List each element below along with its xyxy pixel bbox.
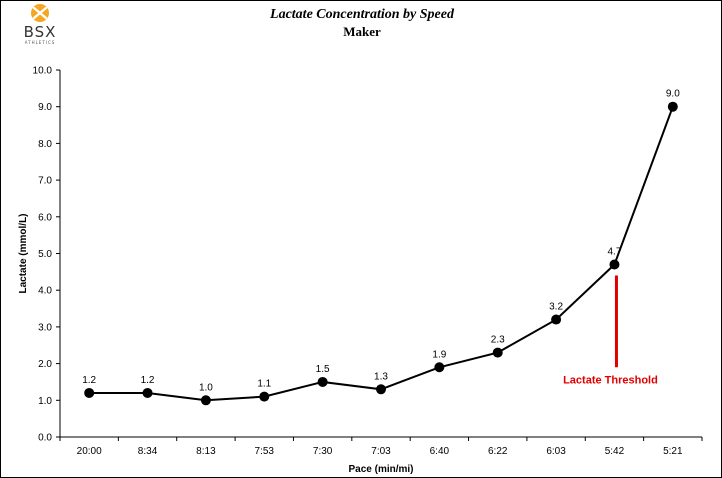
- data-point: [667, 101, 678, 112]
- y-tick-label: 8.0: [38, 139, 52, 150]
- data-point: [434, 362, 445, 373]
- bsx-logo: BSX ATHLETICS: [15, 3, 65, 47]
- y-tick-label: 7.0: [38, 176, 52, 187]
- lactate-series: [84, 101, 678, 406]
- x-tick-label: 7:30: [313, 446, 333, 457]
- data-label: 1.2: [141, 375, 155, 386]
- x-axis-ticks: 20:00 8:34 8:13 7:53 7:30 7:03 6:40 6:22 6:03 5:4…: [59, 437, 703, 457]
- data-label: 2.3: [491, 335, 505, 346]
- data-label: 1.9: [432, 349, 446, 360]
- chart-title: Lactate Concentration by Speed: [270, 7, 454, 22]
- y-tick-label: 9.0: [38, 102, 52, 113]
- data-labels: 1.2 1.2 1.0 1.1 1.5 1.3 1.9 2.3 3.2 4.7 9.0: [82, 89, 680, 394]
- data-label: 9.0: [666, 89, 680, 100]
- y-tick-label: 2.0: [38, 359, 52, 370]
- y-tick-label: 5.0: [38, 249, 52, 260]
- data-point: [376, 384, 386, 395]
- y-axis-ticks: 0.0 1.0 2.0 3.0 4.0 5.0 6.0 7.0 8.0 9.0 10.0: [33, 66, 60, 444]
- data-label: 1.0: [199, 382, 213, 393]
- y-axis-title: Lactate (mmol/L): [18, 213, 29, 293]
- data-point: [317, 376, 328, 387]
- chart-subtitle: Maker: [343, 24, 381, 39]
- logo-subtext: ATHLETICS: [24, 40, 56, 45]
- threshold-label: Lactate Threshold: [563, 374, 658, 386]
- data-point: [551, 314, 562, 325]
- x-tick-label: 5:21: [663, 446, 683, 457]
- x-tick-label: 6:40: [430, 446, 450, 457]
- data-label: 1.2: [82, 375, 96, 386]
- x-tick-label: 7:03: [371, 446, 391, 457]
- y-tick-label: 4.0: [38, 286, 52, 297]
- y-tick-label: 0.0: [38, 433, 52, 444]
- data-label: 1.3: [374, 371, 388, 382]
- data-label: 3.2: [549, 302, 563, 313]
- data-point: [200, 395, 211, 406]
- x-tick-label: 8:13: [196, 446, 216, 457]
- data-label: 1.5: [316, 364, 330, 375]
- x-axis-title: Pace (min/mi): [348, 464, 413, 475]
- x-tick-label: 7:53: [255, 446, 275, 457]
- x-tick-label: 5:42: [605, 446, 625, 457]
- data-label: 4.7: [608, 247, 622, 258]
- x-tick-label: 6:22: [488, 446, 508, 457]
- data-point: [259, 391, 270, 402]
- y-tick-label: 6.0: [38, 212, 52, 223]
- logo-icon: [31, 4, 49, 22]
- threshold-annotation: Lactate Threshold: [563, 275, 658, 386]
- data-point: [142, 387, 153, 398]
- y-tick-label: 3.0: [38, 322, 52, 333]
- y-tick-label: 10.0: [33, 66, 53, 77]
- data-label: 1.1: [257, 379, 271, 390]
- x-tick-label: 8:34: [138, 446, 158, 457]
- series-line: [89, 106, 674, 402]
- x-tick-label: 20:00: [77, 446, 102, 457]
- data-point: [84, 387, 95, 398]
- data-point: [609, 259, 620, 270]
- logo-text: BSX: [23, 23, 57, 41]
- x-tick-label: 6:03: [546, 446, 566, 457]
- y-tick-label: 1.0: [38, 396, 52, 407]
- data-point: [492, 347, 503, 358]
